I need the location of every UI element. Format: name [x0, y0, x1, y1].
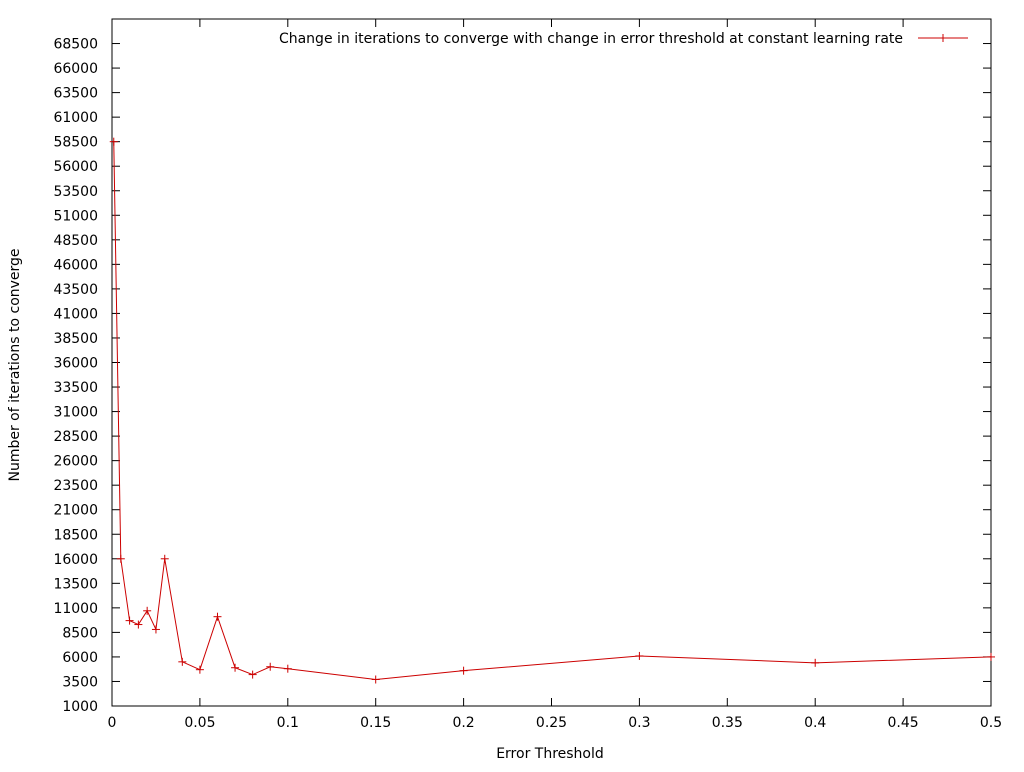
- y-tick-label: 13500: [53, 576, 98, 592]
- y-tick-label: 63500: [53, 86, 98, 102]
- data-point: [811, 658, 820, 667]
- data-point: [459, 666, 468, 675]
- plot-area-frame: [111, 18, 992, 707]
- data-point: [178, 657, 187, 666]
- y-tick-label: 48500: [53, 233, 98, 249]
- y-tick-label: 3500: [62, 674, 98, 690]
- y-tick-label: 8500: [62, 625, 98, 641]
- y-tick-label: 33500: [53, 380, 98, 396]
- data-point: [248, 670, 257, 679]
- x-tick-label: 0.35: [712, 715, 743, 731]
- y-tick-label: 18500: [53, 527, 98, 543]
- x-axis: 0 0.05 0.1 0.15 0.2 0.25 0.3 0.35 0.4 0.45 0.5: [108, 19, 1002, 731]
- y-tick-label: 51000: [53, 208, 98, 224]
- data-point: [116, 554, 125, 563]
- data-point: [266, 662, 275, 671]
- y-tick-label: 53500: [53, 184, 98, 200]
- y-tick-label: 66000: [53, 61, 98, 77]
- data-point: [109, 137, 118, 146]
- y-tick-label: 28500: [53, 429, 98, 445]
- y-tick-label: 43500: [53, 282, 98, 298]
- y-tick-label: 36000: [53, 356, 98, 372]
- legend-marker: [939, 34, 947, 42]
- data-point: [987, 652, 995, 661]
- y-tick-label: 46000: [53, 257, 98, 273]
- data-point: [371, 675, 380, 684]
- x-axis-label: Error Threshold: [496, 746, 604, 762]
- x-tick-label: 0.05: [184, 715, 215, 731]
- series-layer: [109, 137, 995, 684]
- legend-label: Change in iterations to converge with ch…: [279, 31, 903, 47]
- y-tick-label: 41000: [53, 306, 98, 322]
- data-point: [134, 620, 143, 629]
- y-tick-label: 56000: [53, 159, 98, 175]
- y-tick-label: 58500: [53, 135, 98, 151]
- y-tick-label: 23500: [53, 478, 98, 494]
- data-point: [195, 665, 204, 674]
- x-tick-label: 0.5: [980, 715, 1002, 731]
- y-tick-label: 61000: [53, 110, 98, 126]
- y-tick-label: 38500: [53, 331, 98, 347]
- y-tick-label: 68500: [53, 37, 98, 53]
- x-tick-label: 0.25: [536, 715, 567, 731]
- x-tick-label: 0.15: [360, 715, 391, 731]
- y-axis-label: Number of iterations to converge: [7, 248, 23, 481]
- y-tick-label: 26000: [53, 454, 98, 470]
- x-tick-label: 0.2: [452, 715, 474, 731]
- y-tick-label: 16000: [53, 552, 98, 568]
- y-tick-label: 1000: [62, 699, 98, 715]
- legend: Change in iterations to converge with ch…: [279, 31, 968, 47]
- data-point: [160, 554, 169, 563]
- x-tick-label: 0.3: [628, 715, 650, 731]
- y-tick-label: 21000: [53, 503, 98, 519]
- x-tick-label: 0.1: [277, 715, 299, 731]
- y-axis: 1000 3500 6000 8500 11000 13500 16000 18500 2100…: [53, 37, 991, 715]
- data-point: [125, 616, 134, 625]
- data-point: [143, 606, 152, 615]
- data-point: [283, 664, 292, 673]
- series-line: [113, 141, 992, 681]
- x-tick-label: 0: [108, 715, 117, 731]
- x-tick-label: 0.45: [888, 715, 919, 731]
- y-tick-label: 11000: [53, 601, 98, 617]
- y-tick-label: 31000: [53, 405, 98, 421]
- data-point: [635, 651, 644, 660]
- y-tick-label: 6000: [62, 650, 98, 666]
- data-point: [151, 625, 160, 634]
- x-tick-label: 0.4: [804, 715, 826, 731]
- data-point: [231, 663, 240, 672]
- data-point: [213, 612, 222, 621]
